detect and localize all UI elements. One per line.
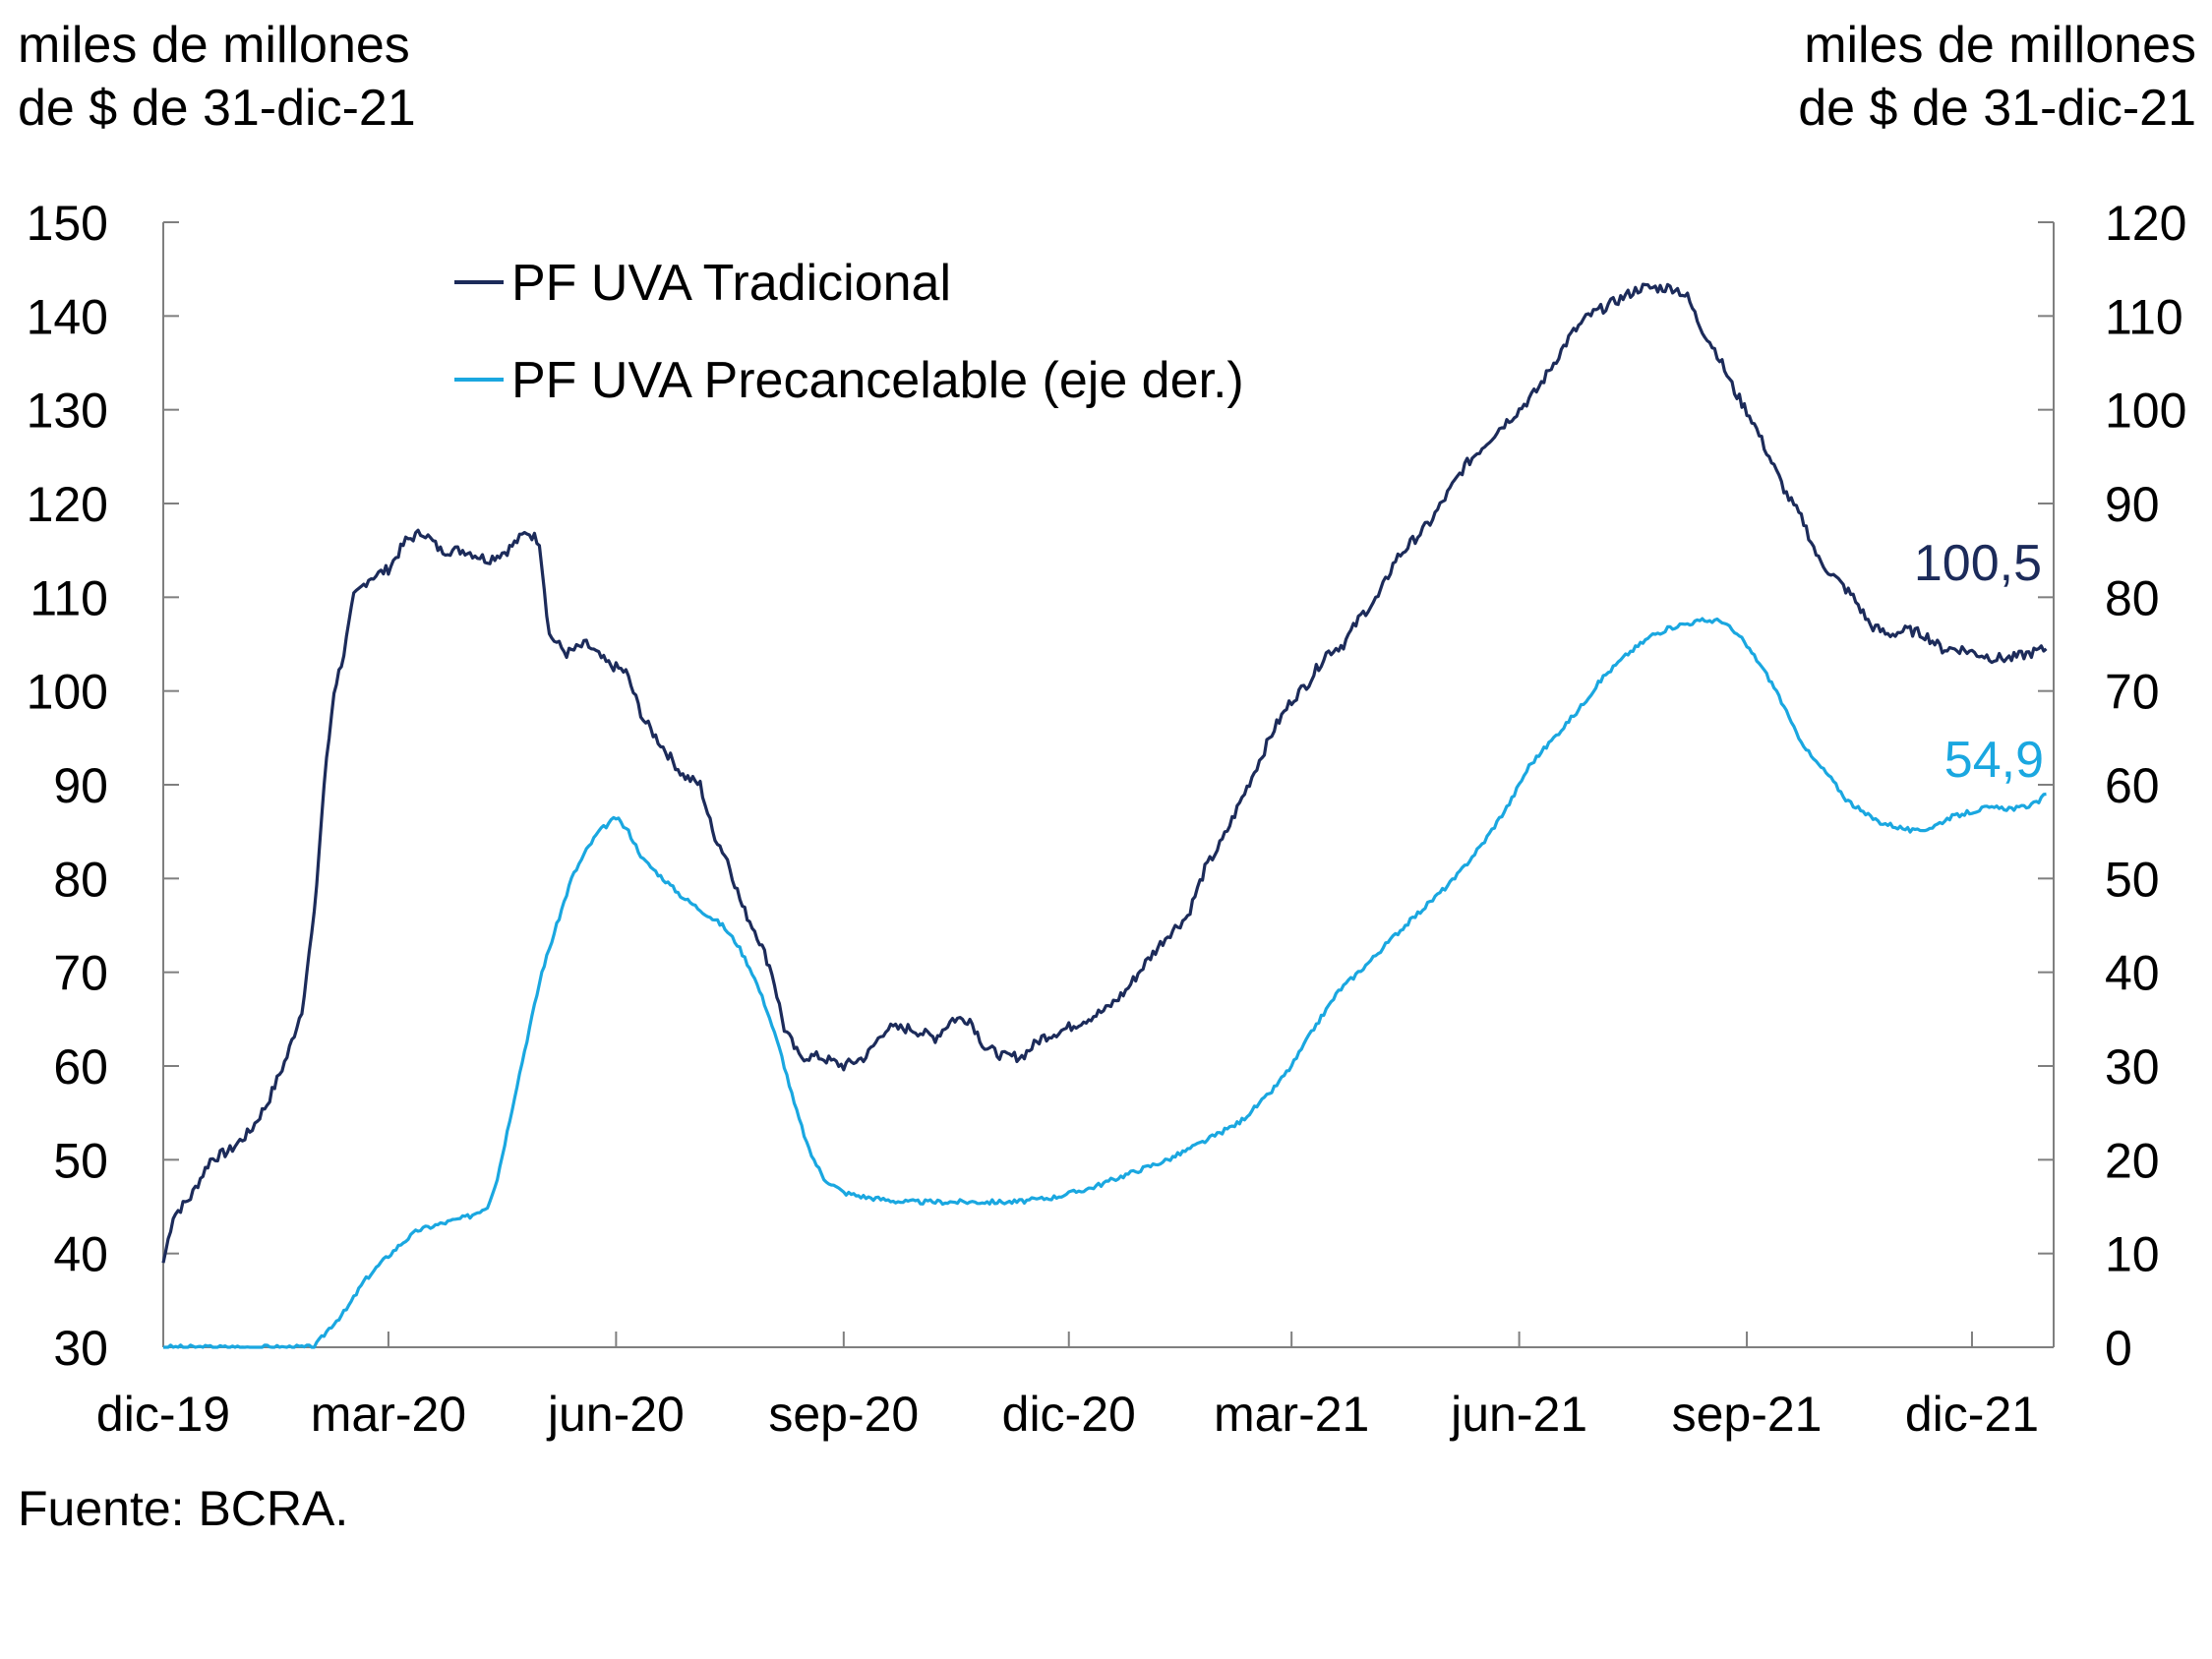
x-tick-label: dic-21 bbox=[1905, 1387, 2039, 1442]
right-y-tick-label: 110 bbox=[2105, 289, 2183, 344]
right-y-tick-label: 50 bbox=[2105, 852, 2160, 907]
x-tick-label: sep-21 bbox=[1672, 1387, 1823, 1442]
end-label-precancelable: 54,9 bbox=[1944, 732, 2044, 789]
series-line-pf-uva-precancelable bbox=[163, 617, 2047, 1349]
right-axis-title-line-2: de $ de 31-dic-21 bbox=[1798, 80, 2196, 137]
left-y-tick-label: 90 bbox=[53, 758, 108, 813]
right-y-tick-label: 90 bbox=[2105, 477, 2160, 532]
right-y-tick-label: 0 bbox=[2105, 1321, 2132, 1376]
right-y-tick-label: 40 bbox=[2105, 946, 2160, 1001]
source-note: Fuente: BCRA. bbox=[18, 1481, 349, 1536]
x-tick-label: dic-20 bbox=[1002, 1387, 1136, 1442]
left-y-tick-label: 110 bbox=[30, 570, 108, 625]
left-y-tick-label: 140 bbox=[27, 289, 108, 344]
left-y-tick-label: 30 bbox=[53, 1321, 108, 1376]
left-y-tick-label: 150 bbox=[27, 196, 108, 251]
left-y-tick-label: 100 bbox=[27, 665, 108, 720]
left-y-tick-label: 120 bbox=[27, 477, 108, 532]
series-line-pf-uva-tradicional bbox=[161, 282, 2048, 1264]
x-tick-label: dic-19 bbox=[96, 1387, 230, 1442]
left-y-tick-label: 130 bbox=[27, 384, 108, 439]
right-y-tick-label: 100 bbox=[2105, 384, 2186, 439]
left-y-tick-label: 60 bbox=[53, 1039, 108, 1095]
x-tick-label: mar-21 bbox=[1214, 1387, 1369, 1442]
right-y-tick-label: 70 bbox=[2105, 665, 2160, 720]
x-tick-label: jun-21 bbox=[1449, 1387, 1587, 1442]
x-tick-label: sep-20 bbox=[768, 1387, 919, 1442]
left-y-tick-label: 40 bbox=[53, 1227, 108, 1282]
right-y-tick-label: 80 bbox=[2105, 570, 2160, 625]
left-axis-title: miles de millones de $ de 31-dic-21 bbox=[18, 14, 416, 140]
left-y-tick-label: 50 bbox=[53, 1133, 108, 1188]
left-axis-title-line-2: de $ de 31-dic-21 bbox=[18, 80, 416, 137]
x-tick-label: mar-20 bbox=[311, 1387, 466, 1442]
left-y-tick-label: 80 bbox=[53, 852, 108, 907]
legend-label-tradicional: PF UVA Tradicional bbox=[511, 255, 951, 312]
legend-label-precancelable: PF UVA Precancelable (eje der.) bbox=[511, 352, 1244, 409]
right-y-tick-label: 20 bbox=[2105, 1133, 2160, 1188]
end-label-tradicional: 100,5 bbox=[1914, 535, 2042, 592]
x-tick-label: jun-20 bbox=[546, 1387, 685, 1442]
left-y-tick-label: 70 bbox=[53, 946, 108, 1001]
right-y-tick-label: 30 bbox=[2105, 1039, 2160, 1095]
right-y-tick-label: 120 bbox=[2105, 196, 2186, 251]
right-axis-title: miles de millones de $ de 31-dic-21 bbox=[1798, 14, 2196, 140]
right-y-tick-label: 60 bbox=[2105, 758, 2160, 813]
right-y-tick-label: 10 bbox=[2105, 1227, 2160, 1282]
right-axis-title-line-1: miles de millones bbox=[1804, 17, 2196, 74]
left-axis-title-line-1: miles de millones bbox=[18, 17, 410, 74]
